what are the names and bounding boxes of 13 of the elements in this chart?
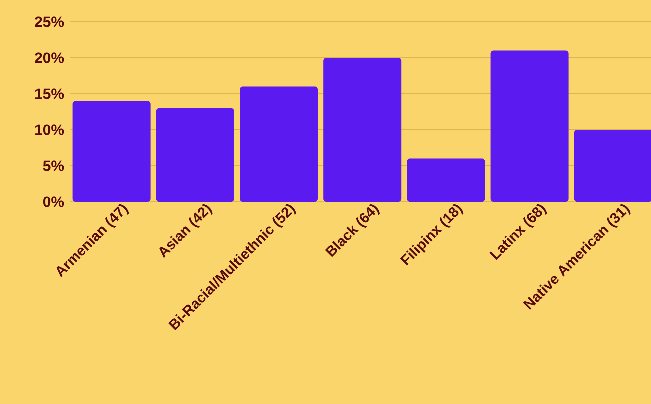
y-tick-label: 15% [36, 88, 64, 100]
bar [156, 108, 234, 202]
y-tick-label: 5% [43, 160, 64, 172]
y-tick-label: 25% [35, 16, 64, 28]
bar [490, 50, 569, 202]
bar [72, 101, 151, 202]
y-tick-label: 20% [35, 52, 64, 64]
y-tick-label: 10% [36, 124, 64, 136]
y-tick-label: 0% [43, 196, 64, 208]
bar [240, 86, 318, 202]
bar [407, 158, 486, 202]
bar [324, 58, 402, 202]
bar [574, 130, 651, 202]
